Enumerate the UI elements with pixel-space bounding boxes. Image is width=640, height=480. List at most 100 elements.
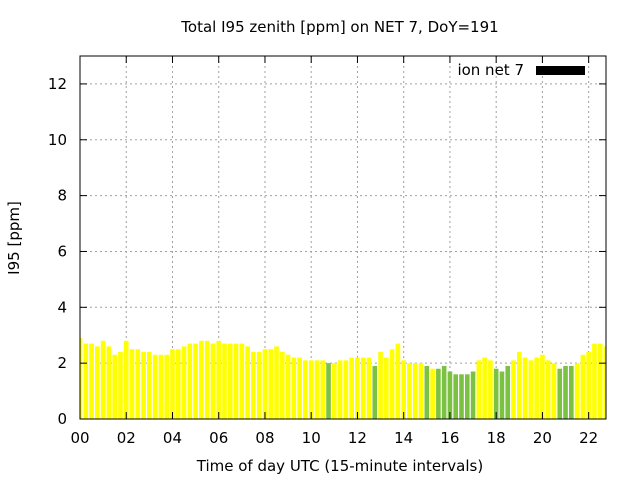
legend: ion net 7 <box>457 61 585 79</box>
bar <box>597 343 603 419</box>
bar <box>291 357 297 419</box>
x-tick-label: 14 <box>394 429 413 447</box>
bar <box>459 374 464 419</box>
y-tick-label: 4 <box>57 298 67 316</box>
bar <box>534 357 539 419</box>
y-tick-label: 2 <box>57 354 67 372</box>
bar <box>505 365 511 419</box>
bar <box>326 363 331 419</box>
bar <box>262 349 268 419</box>
bar <box>152 354 158 419</box>
bar <box>118 351 123 419</box>
bar <box>551 363 557 419</box>
bar <box>441 365 447 419</box>
plot-frame <box>79 55 607 420</box>
y-tick-label: 10 <box>48 131 67 149</box>
bar <box>516 351 522 419</box>
bar <box>245 346 250 419</box>
bar <box>164 354 170 419</box>
bar <box>453 374 459 419</box>
bar <box>499 371 505 419</box>
bar <box>170 349 175 419</box>
bar <box>540 354 545 419</box>
bar <box>569 365 574 419</box>
bar <box>320 360 326 419</box>
bar <box>580 354 586 419</box>
x-tick-label: 02 <box>117 429 136 447</box>
y-tick-label: 12 <box>48 75 67 93</box>
y-axis-label: I95 [ppm] <box>5 201 23 275</box>
bar <box>181 346 187 419</box>
bar <box>418 363 424 419</box>
bar <box>430 368 435 419</box>
x-tick-labels: 00 02 04 06 08 10 12 14 16 18 20 22 <box>70 429 598 447</box>
bar <box>545 360 551 419</box>
bar <box>586 351 591 419</box>
bar <box>407 363 412 419</box>
bar <box>389 349 395 419</box>
bar <box>470 371 476 419</box>
bar <box>511 360 516 419</box>
bar <box>360 357 366 419</box>
bar <box>488 360 493 419</box>
bars <box>80 338 606 419</box>
bar <box>210 343 216 419</box>
bar <box>233 343 239 419</box>
x-tick-label: 04 <box>163 429 182 447</box>
x-tick-label: 18 <box>487 429 506 447</box>
legend-label: ion net 7 <box>457 61 524 79</box>
bar <box>268 349 274 419</box>
x-tick-label: 22 <box>579 429 598 447</box>
bar <box>337 360 343 419</box>
axis-ticks <box>79 56 606 420</box>
bar <box>482 357 487 419</box>
bar <box>274 346 279 419</box>
bar <box>378 351 383 419</box>
bar <box>303 360 308 419</box>
bar <box>285 354 291 419</box>
bar <box>384 357 389 419</box>
bar <box>401 360 407 419</box>
x-tick-label: 08 <box>255 429 274 447</box>
bar <box>332 363 337 419</box>
bar <box>106 346 112 419</box>
bar <box>464 374 470 419</box>
bar <box>251 351 256 419</box>
bar <box>424 365 430 419</box>
bar <box>308 360 314 419</box>
bar <box>557 368 563 419</box>
bar <box>528 360 534 419</box>
y-tick-labels: 0 2 4 6 8 10 12 <box>48 75 67 428</box>
bar <box>239 343 245 419</box>
bar <box>256 351 262 419</box>
x-tick-label: 16 <box>440 429 459 447</box>
bar <box>80 338 83 419</box>
bar <box>112 354 117 419</box>
bar <box>89 343 94 419</box>
bar <box>592 343 597 419</box>
legend-swatch <box>536 66 585 75</box>
bar <box>366 357 372 419</box>
bar <box>349 357 354 419</box>
x-tick-label: 12 <box>348 429 367 447</box>
bar <box>216 340 222 419</box>
bar <box>279 351 285 419</box>
bar <box>141 351 146 419</box>
bar <box>175 349 181 419</box>
bar <box>436 368 441 419</box>
bar <box>222 343 227 419</box>
bar <box>147 351 152 419</box>
bar <box>343 360 349 419</box>
x-tick-label: 10 <box>302 429 321 447</box>
x-tick-label: 06 <box>209 429 228 447</box>
bar <box>355 357 360 419</box>
bar <box>297 357 302 419</box>
bar <box>193 343 198 419</box>
bar <box>227 343 233 419</box>
chart-title: Total I95 zenith [ppm] on NET 7, DoY=191 <box>180 18 498 36</box>
bar <box>135 349 141 419</box>
bar <box>187 343 193 419</box>
x-axis-label: Time of day UTC (15-minute intervals) <box>196 457 483 475</box>
bar <box>100 340 106 419</box>
y-tick-label: 6 <box>57 242 67 260</box>
